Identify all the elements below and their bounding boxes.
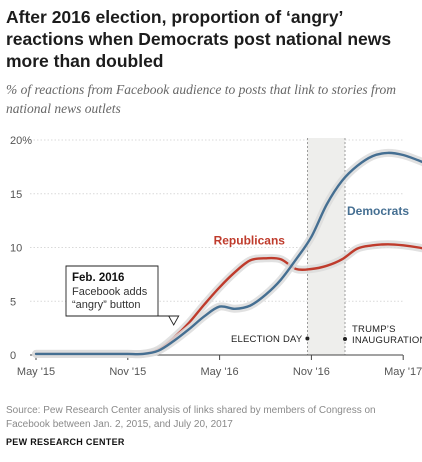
democrats-line	[34, 151, 422, 356]
election-to-inauguration-shading	[307, 138, 345, 355]
inauguration-marker	[343, 337, 347, 341]
inauguration-label: INAUGURATION	[352, 335, 422, 346]
organization-credit: PEW RESEARCH CENTER	[6, 437, 125, 447]
y-tick-label: 20%	[10, 135, 32, 147]
feb-2016-callout-heading: Feb. 2016	[72, 272, 124, 284]
feb-2016-callout-text: “angry” button	[72, 299, 140, 311]
line-chart: 0 5 10 15 20% May '15 Nov '15 May '16 Nov '16 Ma…	[10, 135, 422, 378]
election-day-label: ELECTION DAY	[231, 334, 303, 345]
x-tick-label: Nov '15	[109, 366, 146, 378]
feb-2016-callout-text: Facebook adds	[72, 286, 148, 298]
election-day-marker	[305, 336, 310, 341]
democrats-series-label: Democrats	[347, 204, 409, 218]
inauguration-label: TRUMP’S	[352, 324, 396, 335]
source-note: Source: Pew Research Center analysis of …	[6, 405, 376, 430]
chart-subtitle: % of reactions from Facebook audience to…	[6, 82, 396, 116]
chart-title: After 2016 election, proportion of ‘angr…	[6, 7, 392, 71]
y-tick-label: 15	[10, 189, 22, 201]
y-tick-label: 5	[10, 296, 16, 308]
y-tick-label: 0	[10, 350, 16, 362]
x-tick-label: May '17	[384, 366, 422, 378]
x-tick-label: May '16	[201, 366, 239, 378]
x-tick-label: May '15	[17, 366, 55, 378]
republicans-series-label: Republicans	[214, 234, 286, 248]
y-tick-label: 10	[10, 243, 22, 255]
feb-2016-callout-box	[65, 265, 180, 326]
x-tick-label: Nov '16	[293, 366, 330, 378]
